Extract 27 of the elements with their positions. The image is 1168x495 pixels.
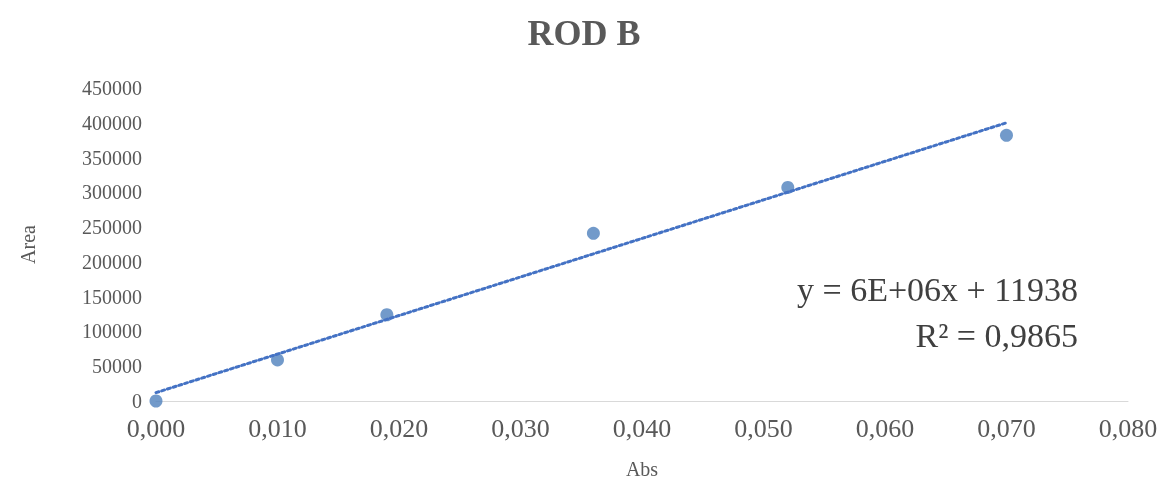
y-tick-label: 350000 xyxy=(82,146,142,169)
y-tick-label: 450000 xyxy=(82,77,142,99)
y-tick-label: 300000 xyxy=(82,181,142,204)
x-tick-label: 0,070 xyxy=(977,413,1036,443)
x-tick-label: 0,010 xyxy=(248,413,307,443)
x-tick-label: 0,040 xyxy=(612,413,672,443)
y-tick-label: 50000 xyxy=(92,355,142,378)
y-axis-title: Area xyxy=(17,224,39,264)
chart-title: ROD B xyxy=(527,13,641,53)
y-tick-label: 100000 xyxy=(82,320,142,343)
x-tick-label: 0,060 xyxy=(855,413,915,443)
y-tick-label: 0 xyxy=(132,390,142,412)
x-tick-label: 0,050 xyxy=(734,413,793,443)
x-axis-title: Abs xyxy=(625,458,659,480)
y-tick-label: 200000 xyxy=(82,250,142,273)
point xyxy=(586,226,600,240)
annotation: R² = 0,9865 xyxy=(915,316,1078,354)
x-tick-label: 0,030 xyxy=(491,413,550,443)
y-tick-label: 150000 xyxy=(82,285,142,308)
x-tick-label: 0,000 xyxy=(126,413,186,443)
x-tick-label: 0,020 xyxy=(369,413,429,443)
y-tick-label: 400000 xyxy=(82,111,142,134)
point xyxy=(149,394,163,408)
annotation: y = 6E+06x + 11938 xyxy=(796,270,1078,308)
point xyxy=(1000,128,1013,142)
x-tick-label: 0,080 xyxy=(1098,413,1158,443)
y-tick-label: 250000 xyxy=(82,216,142,239)
